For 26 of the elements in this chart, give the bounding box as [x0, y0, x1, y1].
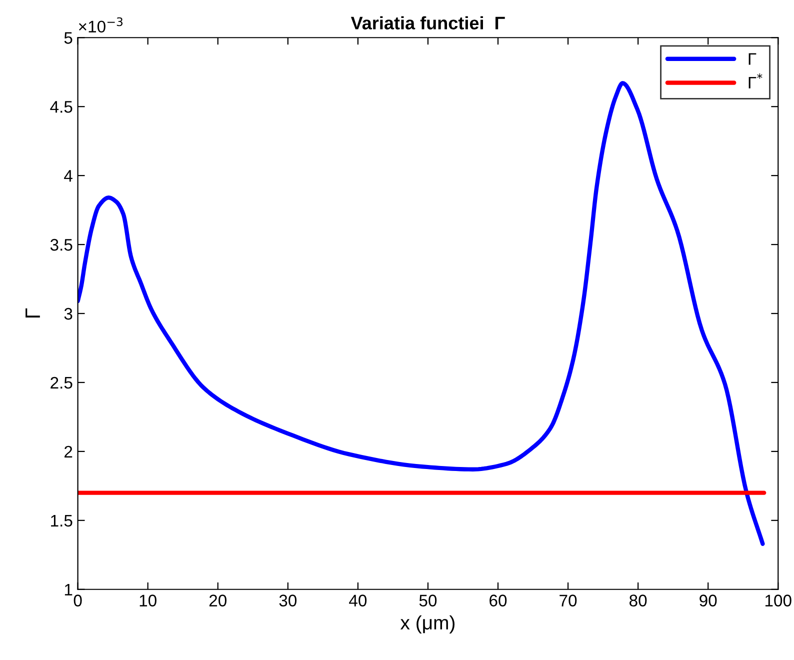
- y-tick-label: 4.5: [50, 101, 72, 113]
- x-tick-label: 100: [765, 594, 792, 606]
- x-tick-label: 70: [560, 594, 577, 606]
- y-tick-label: 2.5: [50, 376, 72, 389]
- x-tick-label: 50: [419, 594, 437, 606]
- x-tick-label: 30: [279, 594, 297, 606]
- y-axis-title: Γ: [26, 308, 40, 318]
- x-tick-label: 60: [490, 594, 507, 606]
- x-tick-label: 10: [140, 594, 156, 606]
- legend-label: Γ: [748, 53, 756, 65]
- y-tick-label: 3.5: [50, 238, 72, 251]
- text: ×10$^{−3}$: [78, 17, 123, 33]
- x-tick-label: 20: [209, 594, 226, 606]
- x-axis-title: x (μm): [400, 615, 454, 634]
- y-tick-label: 1: [64, 584, 72, 596]
- x-tick-label: 40: [349, 594, 367, 606]
- chart-title: Variatia functiei Γ: [350, 16, 505, 30]
- y-tick-label: 1.5: [51, 514, 72, 527]
- y-tick-label: 5: [64, 32, 72, 44]
- y-tick-label: 3: [64, 308, 72, 320]
- x-tick-label: 80: [630, 594, 647, 606]
- y-tick-label: 2: [64, 446, 72, 458]
- x-tick-label: 0: [74, 594, 82, 606]
- legend-label: Γ$^{*}$: [748, 73, 762, 88]
- x-tick-label: 90: [700, 594, 717, 606]
- y-tick-label: 4: [64, 170, 72, 182]
